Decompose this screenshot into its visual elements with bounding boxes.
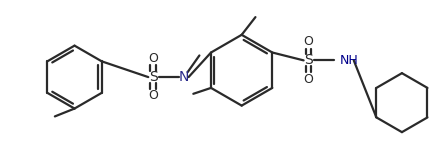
Text: NH: NH [340,54,359,67]
Text: O: O [303,73,313,86]
Text: N: N [178,70,189,84]
Text: O: O [148,52,158,65]
Text: S: S [149,70,158,84]
Text: O: O [303,35,313,48]
Text: S: S [304,53,313,67]
Text: O: O [148,89,158,102]
